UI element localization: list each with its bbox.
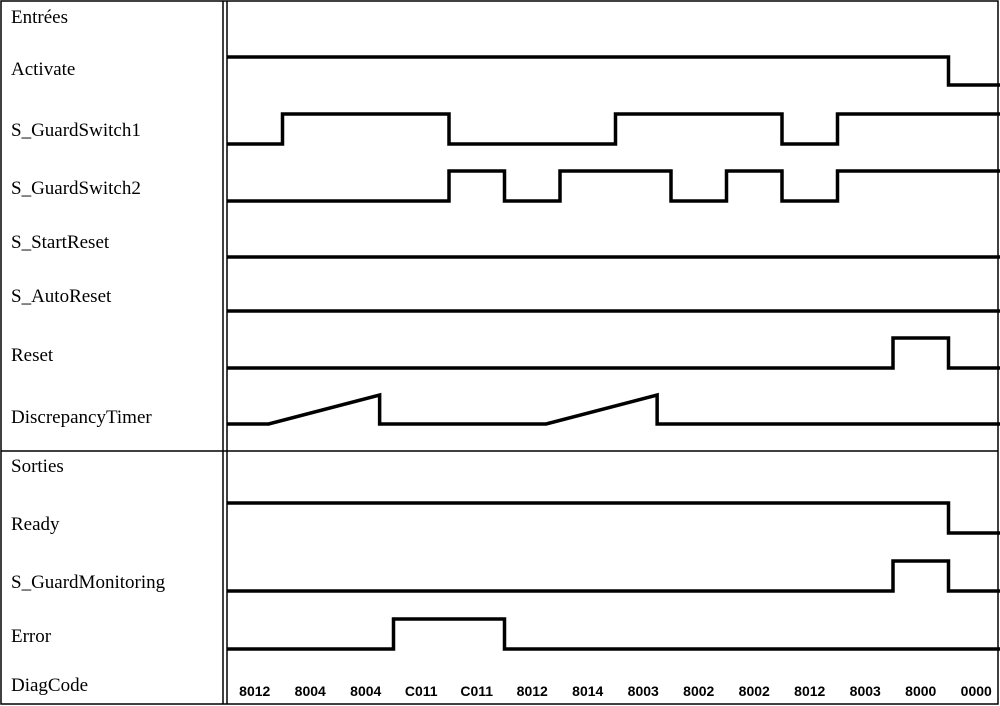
signal-label-s-guardmonitoring: S_GuardMonitoring: [11, 572, 166, 593]
waveform-activate: [227, 55, 1000, 87]
diag-code-value: 8002: [739, 683, 770, 699]
diag-code-value: 8012: [239, 683, 270, 699]
signal-label-discrepancytimer: DiscrepancyTimer: [11, 407, 152, 428]
waveforms: [227, 55, 1000, 651]
diag-code-value: 8014: [572, 683, 603, 699]
diag-code-value: 8012: [517, 683, 548, 699]
diag-code-value: C011: [460, 683, 493, 699]
diag-code-value: 8003: [628, 683, 659, 699]
waveform-error: [227, 617, 1000, 651]
signal-label-diagcode: DiagCode: [11, 675, 88, 696]
signal-label-s-guardswitch2: S_GuardSwitch2: [11, 178, 141, 199]
outputs-header: Sorties: [11, 456, 64, 477]
diag-code-row: 8012 8004 8004 C011 C011 8012 8014 8003 8002 8002…: [239, 683, 992, 699]
signal-label-s-guardswitch1: S_GuardSwitch1: [11, 120, 141, 141]
waveform-ready: [227, 501, 1000, 535]
signal-label-error: Error: [11, 626, 52, 647]
signal-label-s-autoreset: S_AutoReset: [11, 286, 112, 307]
diag-code-value: 8003: [850, 683, 881, 699]
waveform-discrepancytimer: [227, 392, 1000, 426]
waveform-reset: [227, 336, 1000, 370]
signal-label-ready: Ready: [11, 514, 60, 535]
signal-label-activate: Activate: [11, 59, 75, 80]
waveform-s-guardmonitoring: [227, 559, 1000, 593]
diag-code-value: C011: [405, 683, 438, 699]
inputs-header: Entrées: [11, 7, 68, 28]
diag-code-value: 8012: [794, 683, 825, 699]
diag-code-value: 8004: [350, 683, 381, 699]
signal-label-s-startreset: S_StartReset: [11, 232, 110, 253]
waveform-s-guardswitch2: [227, 169, 1000, 203]
waveform-s-guardswitch1: [227, 112, 1000, 146]
diag-code-value: 0000: [961, 683, 992, 699]
diag-code-value: 8002: [683, 683, 714, 699]
diag-code-value: 8004: [295, 683, 326, 699]
diag-code-value: 8000: [905, 683, 936, 699]
signal-label-reset: Reset: [11, 345, 54, 366]
